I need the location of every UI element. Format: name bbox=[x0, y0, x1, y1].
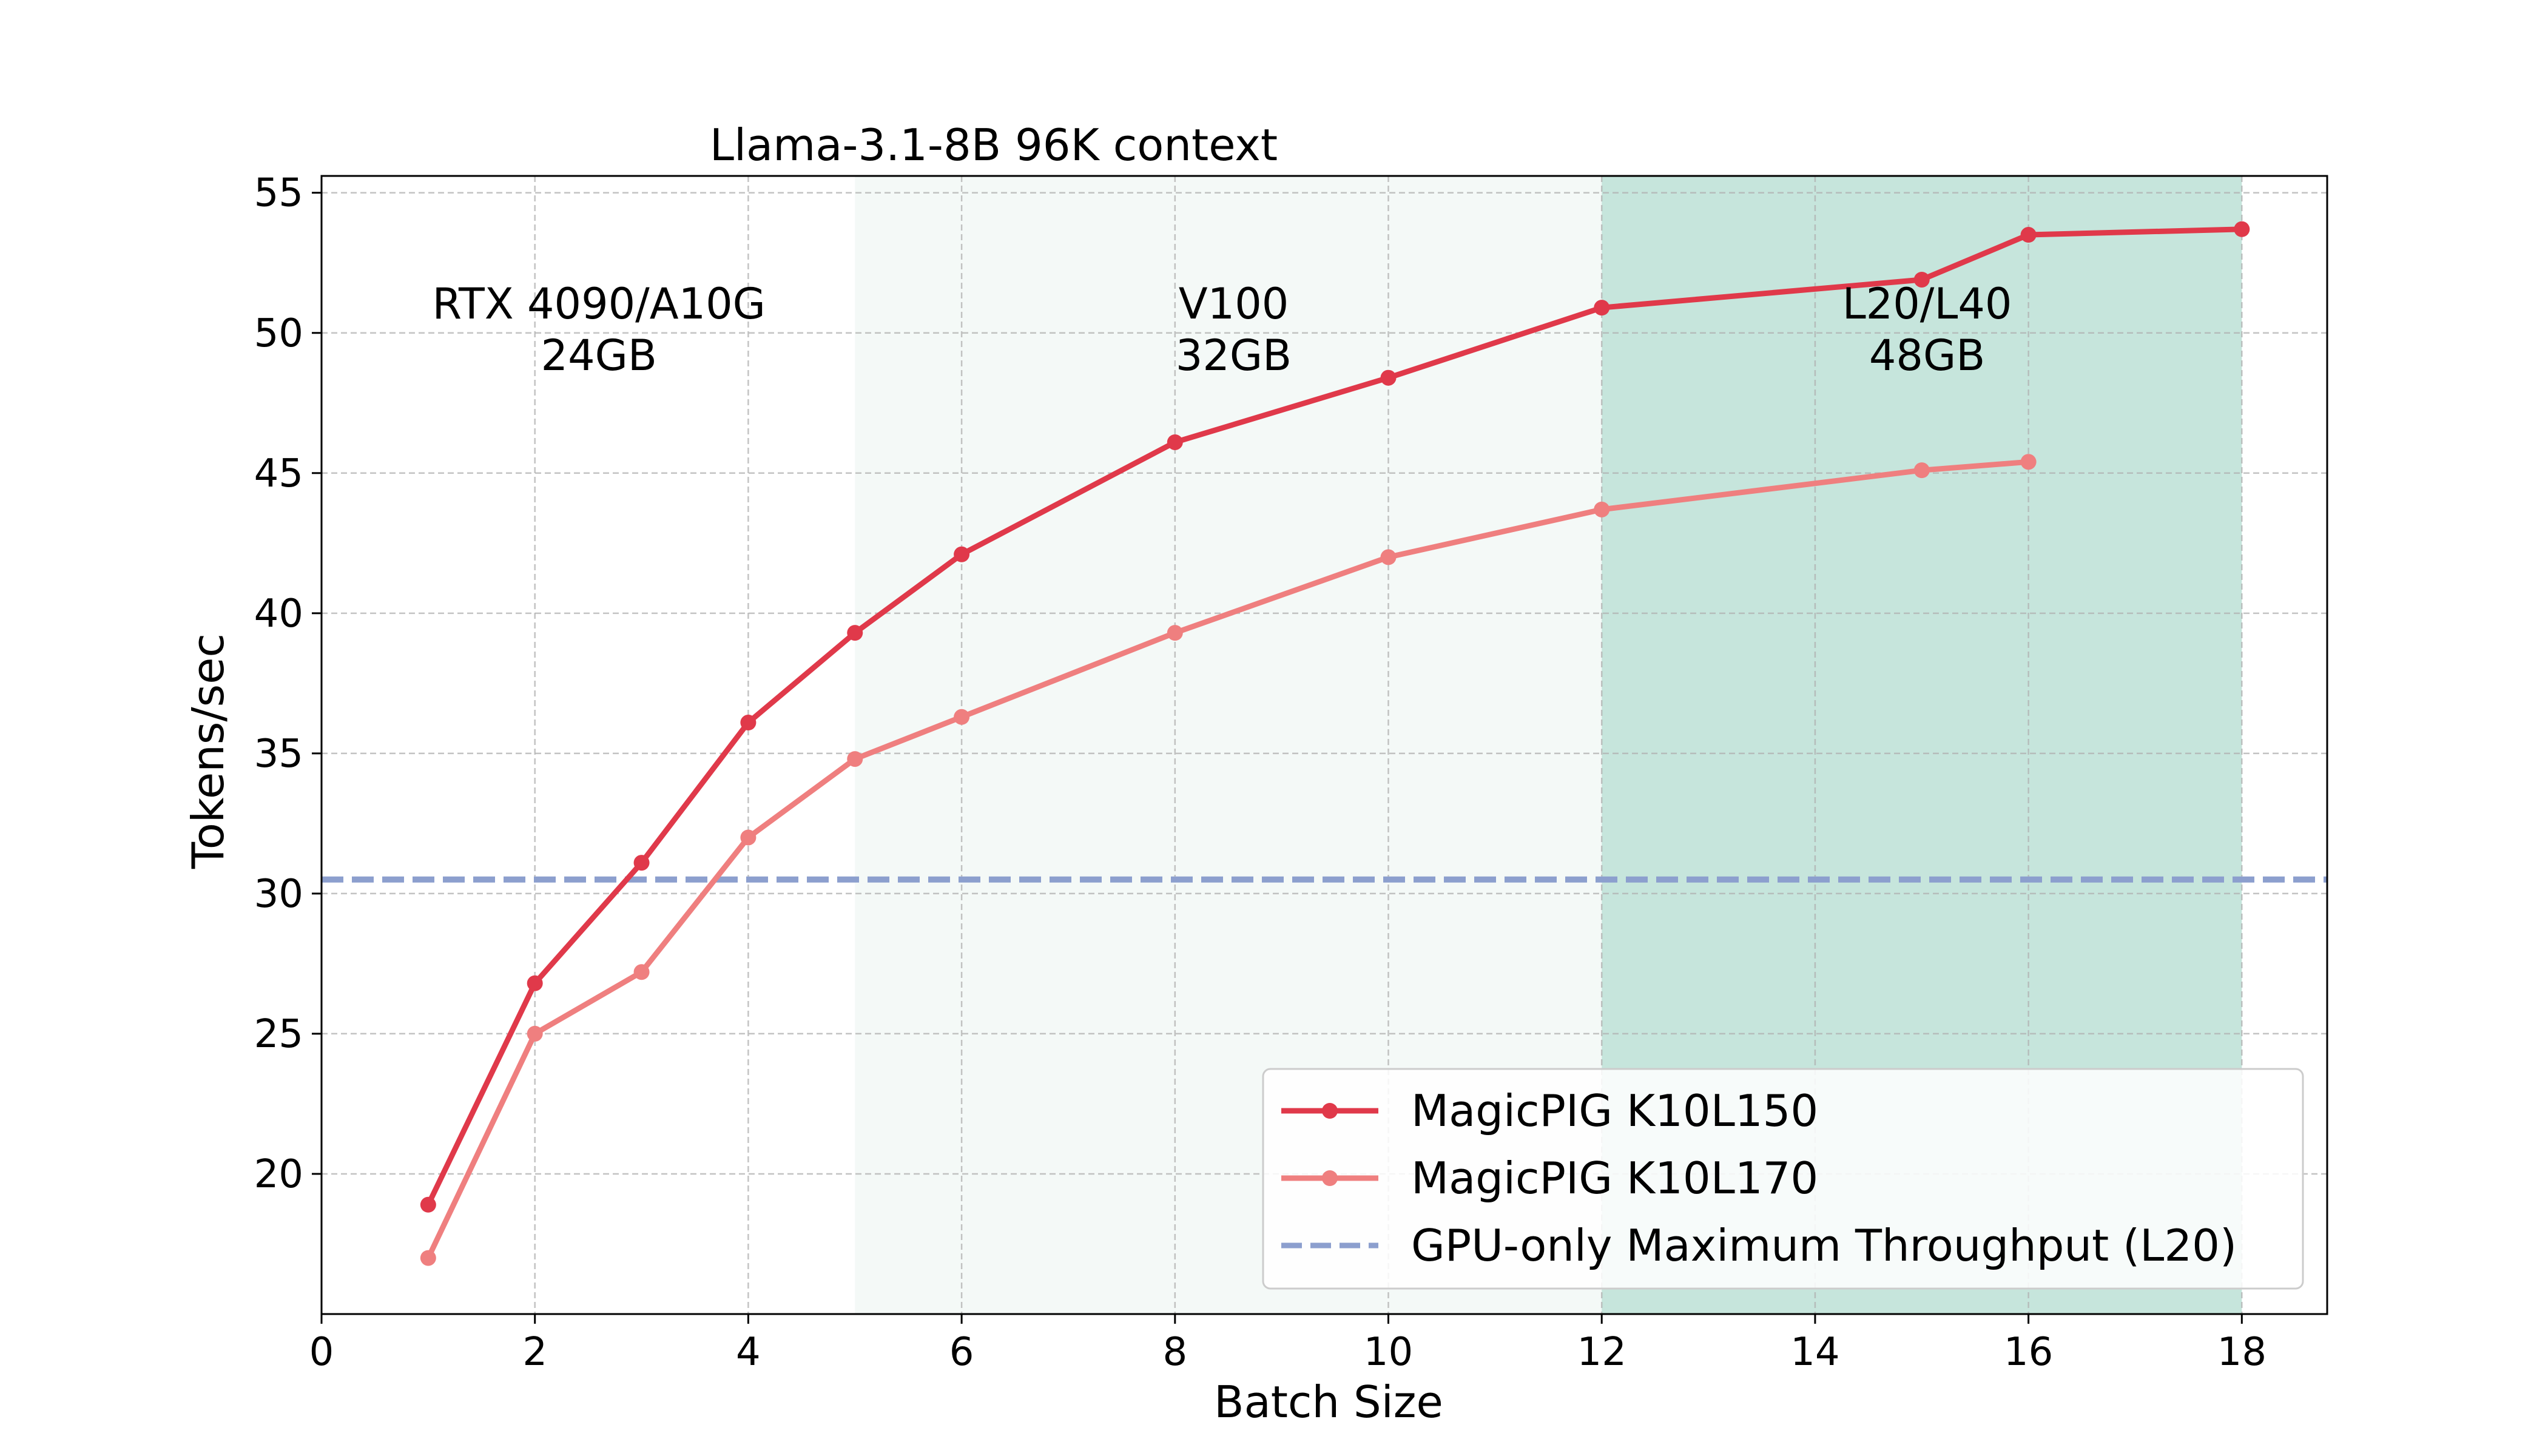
x-axis-title: Batch Size bbox=[1214, 1377, 1443, 1427]
plot-frame bbox=[320, 175, 2328, 1315]
data-point bbox=[527, 975, 543, 991]
data-point bbox=[2020, 454, 2037, 470]
x-tick-label: 18 bbox=[2217, 1330, 2267, 1375]
data-point bbox=[1167, 434, 1183, 450]
data-point bbox=[2020, 227, 2037, 243]
data-point bbox=[740, 829, 757, 846]
data-point bbox=[847, 625, 863, 641]
x-tick-label: 10 bbox=[1364, 1330, 1413, 1375]
x-tick-label: 8 bbox=[1162, 1330, 1187, 1375]
region-memory-48gb: 48GB bbox=[1869, 331, 1985, 380]
data-point bbox=[527, 1025, 543, 1042]
region-label-v100: V100 bbox=[1179, 279, 1289, 329]
legend-frame bbox=[1262, 1068, 2304, 1290]
legend-marker-k10l150 bbox=[1322, 1103, 1338, 1119]
x-tick-label: 4 bbox=[736, 1330, 761, 1375]
data-point bbox=[954, 546, 970, 562]
data-point bbox=[1380, 549, 1397, 565]
data-point bbox=[847, 751, 863, 767]
legend: MagicPIG K10L150 MagicPIG K10L170 GPU-on… bbox=[1262, 1068, 2304, 1290]
series-line bbox=[425, 226, 2245, 1208]
series-layer bbox=[420, 221, 2250, 1266]
x-tick-label: 14 bbox=[1790, 1330, 1839, 1375]
chart-title: Llama-3.1-8B 96K context bbox=[710, 120, 1278, 170]
region-memory-24gb: 24GB bbox=[541, 331, 657, 380]
y-tick-label: 50 bbox=[254, 311, 303, 356]
region-band-24gb bbox=[322, 176, 855, 1314]
data-point bbox=[1380, 369, 1397, 386]
legend-marker-k10l170 bbox=[1322, 1170, 1338, 1186]
data-point bbox=[1913, 271, 1930, 288]
series-magicpig-k10l170 bbox=[420, 454, 2037, 1266]
x-tick-label: 0 bbox=[309, 1330, 334, 1375]
data-point bbox=[954, 709, 970, 725]
x-tick-label: 6 bbox=[949, 1330, 974, 1375]
x-tick-label: 16 bbox=[2004, 1330, 2053, 1375]
memory-regions bbox=[322, 176, 2242, 1314]
data-point bbox=[2234, 221, 2250, 237]
region-label-rtx-4090-a10g: RTX 4090/A10G bbox=[432, 279, 765, 329]
y-tick-label: 20 bbox=[254, 1152, 303, 1197]
data-point bbox=[1167, 625, 1183, 641]
data-point bbox=[1594, 300, 1610, 316]
legend-label-gpu-only: GPU-only Maximum Throughput (L20) bbox=[1411, 1220, 2237, 1271]
series-magicpig-k10l150 bbox=[420, 221, 2250, 1213]
data-point bbox=[740, 715, 757, 731]
legend-label-k10l170: MagicPIG K10L170 bbox=[1411, 1153, 1818, 1204]
y-tick-label: 25 bbox=[254, 1012, 303, 1057]
legend-label-k10l150: MagicPIG K10L150 bbox=[1411, 1085, 1818, 1136]
data-point bbox=[633, 855, 650, 871]
y-tick-label: 55 bbox=[254, 171, 303, 216]
x-tick-label: 2 bbox=[522, 1330, 547, 1375]
axes: 0 2 4 6 8 10 12 14 16 18 20 25 30 35 40 45 50 55 bbox=[254, 171, 2328, 1375]
y-axis-title: Tokens/sec bbox=[183, 633, 234, 869]
data-point bbox=[1913, 462, 1930, 479]
data-point bbox=[420, 1196, 436, 1213]
y-tick-label: 30 bbox=[254, 872, 303, 917]
y-tick-label: 40 bbox=[254, 592, 303, 636]
region-memory-32gb: 32GB bbox=[1176, 331, 1292, 380]
x-tick-label: 12 bbox=[1577, 1330, 1626, 1375]
data-point bbox=[420, 1250, 436, 1266]
region-label-l20-l40: L20/L40 bbox=[1842, 279, 2012, 329]
data-point bbox=[633, 964, 650, 980]
y-tick-label: 45 bbox=[254, 451, 303, 496]
data-point bbox=[1594, 501, 1610, 517]
y-tick-label: 35 bbox=[254, 732, 303, 777]
